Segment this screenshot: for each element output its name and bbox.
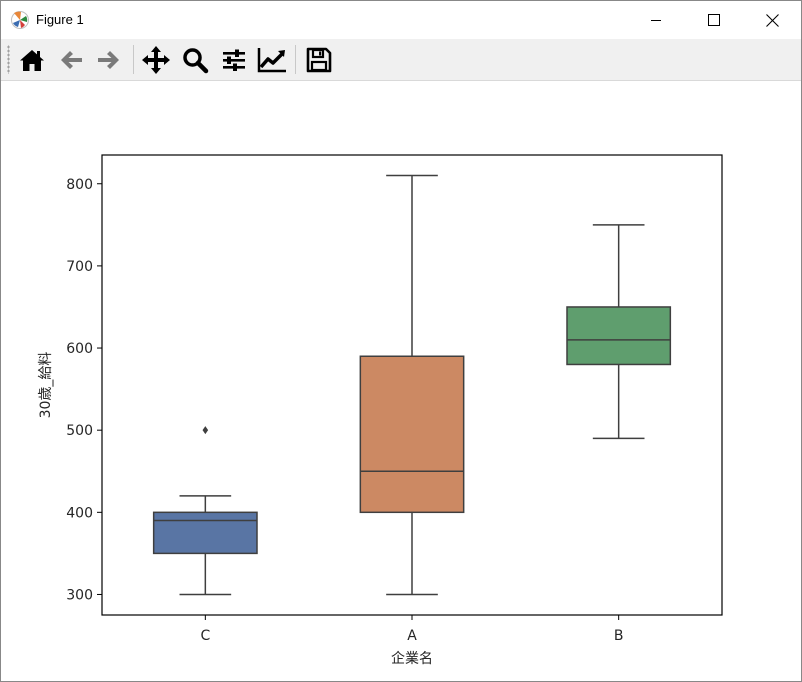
pan-button[interactable] xyxy=(139,43,173,77)
configure-subplots-icon xyxy=(223,49,245,71)
x-tick-label: A xyxy=(407,628,417,644)
y-tick-label: 400 xyxy=(66,505,93,521)
box-body xyxy=(566,306,672,366)
close-button[interactable] xyxy=(743,1,801,39)
navigation-toolbar xyxy=(1,39,801,81)
y-tick-label: 300 xyxy=(66,587,93,603)
figure-canvas[interactable]: 300 400 500 600 700 800 C A B 企業名 30歳_給料 xyxy=(1,81,801,681)
zoom-icon xyxy=(183,48,209,74)
back-icon xyxy=(61,51,82,69)
home-icon xyxy=(20,50,44,71)
y-tick-label: 700 xyxy=(66,259,93,275)
window-title: Figure 1 xyxy=(36,12,84,27)
toolbar-separator xyxy=(133,45,134,74)
minimize-button[interactable] xyxy=(627,1,685,39)
box-group-c xyxy=(152,426,258,596)
y-tick-label: 800 xyxy=(66,177,93,193)
y-tick-label: 500 xyxy=(66,423,93,439)
maximize-icon xyxy=(708,14,720,26)
toolbar-separator xyxy=(295,45,296,74)
box-group-b xyxy=(566,224,672,440)
save-icon xyxy=(306,47,332,73)
y-axis-label: 30歳_給料 xyxy=(38,352,54,419)
configure-subplots-button[interactable] xyxy=(217,43,251,77)
toolbar-grip xyxy=(7,45,10,74)
matplotlib-logo-icon xyxy=(10,10,30,30)
back-button[interactable] xyxy=(54,43,88,77)
box-body xyxy=(359,355,465,514)
forward-icon xyxy=(98,51,119,69)
close-icon xyxy=(765,13,779,27)
home-button[interactable] xyxy=(15,43,49,77)
title-bar: Figure 1 xyxy=(1,1,801,39)
forward-button[interactable] xyxy=(92,43,126,77)
x-tick-label: B xyxy=(614,628,624,644)
box-plot: 300 400 500 600 700 800 C A B 企業名 30歳_給料 xyxy=(38,154,723,667)
maximize-button[interactable] xyxy=(685,1,743,39)
outlier-point xyxy=(202,426,209,435)
x-axis-label: 企業名 xyxy=(391,650,433,667)
x-tick-label: C xyxy=(200,628,210,644)
pan-icon xyxy=(142,46,170,74)
edit-axis-icon xyxy=(257,48,286,73)
save-button[interactable] xyxy=(302,43,336,77)
box-group-a xyxy=(359,174,465,596)
edit-axis-button[interactable] xyxy=(255,43,289,77)
zoom-button[interactable] xyxy=(178,43,212,77)
y-tick-label: 600 xyxy=(66,341,93,357)
minimize-icon xyxy=(651,20,661,21)
box-body xyxy=(152,511,258,555)
